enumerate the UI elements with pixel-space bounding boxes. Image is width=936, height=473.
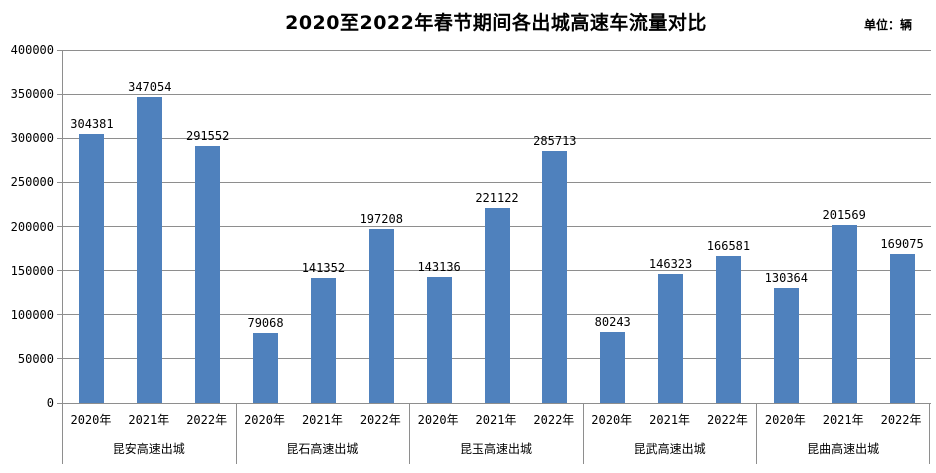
chart-title: 2020至2022年春节期间各出城高速车流量对比 bbox=[285, 12, 707, 34]
year-label: 2022年 bbox=[880, 413, 922, 427]
category-divider bbox=[756, 403, 758, 464]
bar-value-label: 304381 bbox=[70, 117, 114, 132]
bar bbox=[310, 278, 336, 403]
year-label: 2021年 bbox=[822, 413, 864, 427]
year-label: 2020年 bbox=[764, 413, 806, 427]
y-tick-mark bbox=[57, 226, 62, 227]
category-divider bbox=[929, 403, 930, 464]
year-label: 2021年 bbox=[649, 413, 691, 427]
bar-value-label: 80243 bbox=[594, 315, 631, 330]
gridline bbox=[63, 93, 931, 95]
bar-value-label: 130364 bbox=[764, 270, 808, 285]
y-tick-label: 0 bbox=[46, 396, 54, 410]
group-label: 昆曲高速出城 bbox=[807, 442, 880, 456]
y-tick-mark bbox=[57, 270, 62, 272]
bar-value-label: 79068 bbox=[247, 316, 284, 331]
y-tick-label: 100000 bbox=[10, 307, 54, 322]
bar bbox=[426, 276, 452, 403]
year-label: 2022年 bbox=[707, 413, 748, 427]
bar bbox=[368, 228, 394, 403]
group-label: 昆玉高速出城 bbox=[459, 442, 532, 456]
bar-value-label: 146323 bbox=[648, 256, 693, 271]
category-divider bbox=[582, 403, 584, 464]
y-tick-mark bbox=[57, 137, 62, 139]
y-tick-mark bbox=[57, 181, 62, 183]
year-label: 2021年 bbox=[475, 413, 517, 427]
y-tick-label: 50000 bbox=[17, 351, 54, 366]
bar bbox=[484, 207, 510, 403]
y-tick-label: 250000 bbox=[10, 175, 54, 190]
year-label: 2020年 bbox=[244, 413, 285, 427]
y-tick-label: 400000 bbox=[10, 43, 54, 57]
plot-area: 304381 347054 291552 79068 141352 197208 14313… bbox=[62, 49, 931, 404]
bar-value-label: 285713 bbox=[533, 133, 577, 148]
x-axis-labels: 2020年 2021年 2022年昆安高速出城 2020年 2021年 2022年昆石高速… bbox=[62, 403, 930, 464]
year-label: 2020年 bbox=[417, 413, 459, 427]
bar-value-label: 197208 bbox=[359, 211, 403, 226]
bar bbox=[542, 150, 568, 403]
group-label: 昆安高速出城 bbox=[112, 442, 185, 456]
category-divider bbox=[62, 403, 63, 464]
y-tick-mark bbox=[57, 314, 62, 316]
category-divider bbox=[235, 403, 237, 464]
year-label: 2020年 bbox=[591, 413, 633, 427]
gridline bbox=[63, 137, 931, 139]
y-tick-label: 350000 bbox=[10, 87, 54, 102]
y-tick-label: 150000 bbox=[10, 263, 54, 278]
bar bbox=[600, 332, 626, 403]
bar bbox=[831, 225, 857, 403]
bar bbox=[889, 253, 915, 403]
gridline bbox=[63, 181, 931, 183]
y-tick-label: 200000 bbox=[10, 219, 54, 234]
bar bbox=[773, 287, 799, 403]
gridline bbox=[63, 49, 931, 51]
bar-value-label: 166581 bbox=[706, 238, 751, 253]
year-label: 2021年 bbox=[128, 413, 170, 427]
year-label: 2021年 bbox=[301, 413, 343, 427]
year-label: 2020年 bbox=[70, 413, 112, 427]
bar-value-label: 347054 bbox=[128, 79, 172, 94]
year-label: 2022年 bbox=[186, 413, 228, 427]
year-label: 2022年 bbox=[359, 413, 401, 427]
y-tick-mark bbox=[57, 93, 62, 95]
group-label: 昆武高速出城 bbox=[633, 442, 706, 456]
bar bbox=[137, 96, 163, 403]
bar-value-label: 221122 bbox=[475, 190, 519, 205]
bar bbox=[195, 145, 221, 403]
bar bbox=[253, 333, 279, 403]
y-tick-label: 300000 bbox=[10, 131, 54, 146]
bar bbox=[79, 134, 105, 403]
unit-label: 单位：辆 bbox=[863, 18, 912, 32]
bar bbox=[658, 273, 684, 403]
group-label: 昆石高速出城 bbox=[286, 442, 359, 456]
y-tick-mark bbox=[57, 358, 62, 360]
bar-value-label: 143136 bbox=[417, 259, 461, 274]
bar-value-label: 291552 bbox=[185, 128, 230, 143]
y-tick-mark bbox=[57, 49, 62, 51]
bar-value-label: 169075 bbox=[880, 236, 924, 251]
year-label: 2022年 bbox=[533, 413, 575, 427]
bar bbox=[715, 255, 741, 403]
bar-value-label: 141352 bbox=[301, 261, 346, 276]
category-divider bbox=[409, 403, 411, 464]
bar-value-label: 201569 bbox=[822, 208, 866, 223]
y-tick-mark bbox=[57, 402, 62, 404]
